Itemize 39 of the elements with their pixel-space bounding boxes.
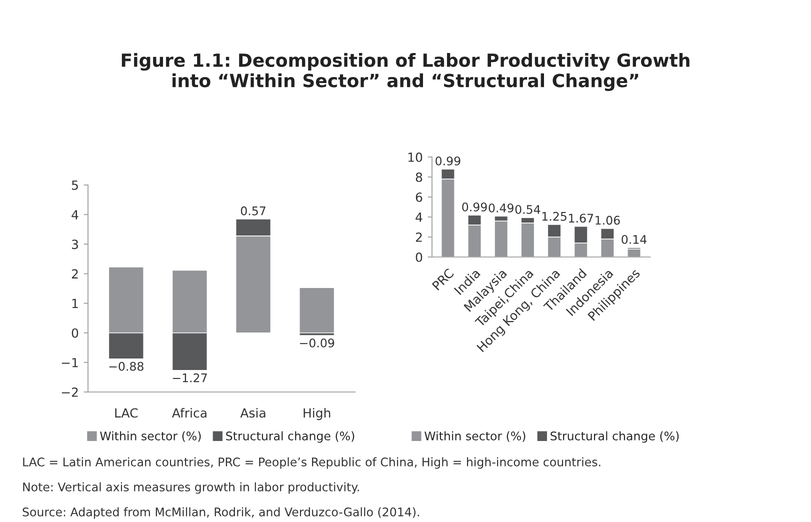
legend-label: Structural change (%) (550, 431, 679, 443)
y-tick-label: 6 (416, 192, 422, 202)
source-note: Source: Adapted from McMillan, Rodrik, and Verduzco-Gallo (2014). (22, 507, 419, 519)
bar (298, 287, 335, 334)
data-label: 0.54 (515, 204, 540, 214)
y-tick-label: −1 (62, 358, 78, 368)
x-tick-label: Africa (172, 408, 206, 418)
y-tick-label: 0 (72, 328, 78, 338)
y-tick-label: 2 (416, 232, 422, 242)
y-tick-label: 4 (72, 210, 78, 220)
y-tick-label: 1 (72, 298, 78, 308)
text: Note: Vertical axis measures growth in labor productivity. (23, 482, 359, 494)
legend-label: Within sector (%) (424, 431, 526, 442)
text: LAC = Latin American countries, PRC = People’s Republic of China, High = high-income countries. (23, 457, 600, 469)
x-tick-label: Asia (240, 408, 266, 418)
data-label: 0.99 (436, 156, 460, 166)
data-label: 0.99 (462, 202, 487, 212)
x-tick-label: LAC (115, 408, 138, 418)
y-tick-label: 4 (416, 212, 422, 222)
y-tick-label: 2 (72, 269, 78, 278)
text: Figure 1.1: Decomposition of Labor Productivity Growth into “Within Sector” and “Structural Change” (122, 53, 690, 91)
y-tick-label: 8 (416, 172, 422, 182)
data-label: −0.09 (300, 338, 334, 348)
x-tick-label: High (304, 408, 330, 420)
y-tick-label: 10 (408, 152, 422, 162)
data-label: 0.57 (240, 206, 266, 216)
data-label: 0.14 (622, 234, 647, 244)
data-label: 1.25 (542, 212, 566, 221)
data-label: −1.27 (172, 373, 207, 382)
y-tick-label: −2 (62, 387, 78, 397)
legend-label: Within sector (%) (100, 431, 201, 442)
data-label: −0.88 (109, 362, 144, 371)
legend-label: Structural change (%) (226, 431, 354, 443)
data-label: 1.67 (569, 214, 594, 223)
y-tick-label: 0 (416, 252, 422, 262)
y-tick-label: 5 (72, 180, 78, 190)
data-label: 0.49 (488, 203, 514, 212)
y-tick-label: 3 (72, 240, 78, 250)
data-label: 1.06 (596, 216, 620, 225)
